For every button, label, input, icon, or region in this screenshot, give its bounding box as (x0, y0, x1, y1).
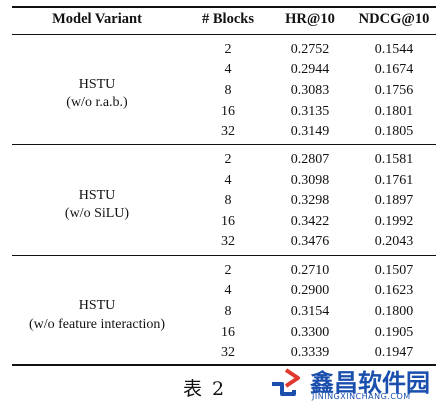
table-cell-hr: 0.2944 (290, 62, 330, 77)
header-hr10: HR@10 (285, 11, 335, 27)
table-caption: 表 2 (183, 378, 227, 400)
table-cell-hr: 0.3098 (290, 173, 330, 188)
table-cell-ndcg: 0.1947 (374, 345, 414, 360)
table-cell-blocks: 16 (221, 214, 235, 229)
table-cell-ndcg: 0.2043 (374, 234, 414, 249)
site-watermark: 鑫昌软件园 JININGXINCHANG.COM (268, 362, 444, 406)
table-cell-hr: 0.3154 (290, 304, 330, 319)
group-1-name-line1: HSTU (78, 77, 116, 92)
table-cell-ndcg: 0.1805 (374, 124, 414, 139)
table-cell-ndcg: 0.1756 (374, 83, 414, 98)
table-cell-blocks: 16 (221, 325, 235, 340)
table-cell-ndcg: 0.1674 (374, 62, 414, 77)
table-cell-hr: 0.2900 (290, 283, 330, 298)
watermark-domain: JININGXINCHANG.COM (312, 392, 411, 401)
header-model-variant: Model Variant (52, 11, 142, 27)
table-cell-blocks: 4 (224, 62, 232, 77)
table-cell-blocks: 8 (224, 304, 232, 319)
watermark-name: 鑫昌软件园 (310, 369, 430, 397)
header-ndcg10: NDCG@10 (358, 11, 430, 27)
table-cell-blocks: 2 (224, 263, 232, 278)
table-cell-blocks: 4 (224, 283, 232, 298)
table-cell-ndcg: 0.1897 (374, 193, 414, 208)
table-cell-ndcg: 0.1623 (374, 283, 414, 298)
table-top-rule (12, 6, 436, 8)
group-3-name-line2: (w/o feature interaction) (28, 317, 166, 332)
group-2-bottom-rule (12, 255, 436, 256)
table-cell-blocks: 2 (224, 152, 232, 167)
table-cell-hr: 0.2807 (290, 152, 330, 167)
table-cell-blocks: 8 (224, 83, 232, 98)
table-cell-hr: 0.2752 (290, 42, 330, 57)
header-blocks: # Blocks (202, 11, 254, 27)
table-cell-ndcg: 0.1992 (374, 214, 414, 229)
table-cell-ndcg: 0.1800 (374, 304, 414, 319)
table-cell-hr: 0.3298 (290, 193, 330, 208)
table-cell-blocks: 16 (221, 104, 235, 119)
group-1-bottom-rule (12, 144, 436, 145)
table-cell-blocks: 32 (221, 345, 235, 360)
group-2-name-line1: HSTU (78, 188, 116, 203)
table-cell-ndcg: 0.1507 (374, 263, 414, 278)
group-3-name-line1: HSTU (78, 298, 116, 313)
table-cell-blocks: 32 (221, 234, 235, 249)
table-cell-hr: 0.3083 (290, 83, 330, 98)
table-bottom-rule (12, 364, 436, 366)
table-cell-hr: 0.3339 (290, 345, 330, 360)
table-cell-blocks: 8 (224, 193, 232, 208)
group-2-name-line2: (w/o SiLU) (64, 206, 130, 221)
table-cell-ndcg: 0.1581 (374, 152, 414, 167)
table-cell-blocks: 32 (221, 124, 235, 139)
table-cell-hr: 0.3135 (290, 104, 330, 119)
table-cell-ndcg: 0.1544 (374, 42, 414, 57)
table-cell-ndcg: 0.1801 (374, 104, 414, 119)
group-1-name-line2: (w/o r.a.b.) (66, 95, 128, 110)
table-cell-hr: 0.3422 (290, 214, 330, 229)
table-cell-hr: 0.3476 (290, 234, 330, 249)
table-cell-hr: 0.3300 (290, 325, 330, 340)
table-cell-hr: 0.3149 (290, 124, 330, 139)
table-cell-ndcg: 0.1905 (374, 325, 414, 340)
header-bottom-rule (12, 34, 436, 35)
table-cell-hr: 0.2710 (290, 263, 330, 278)
table-cell-ndcg: 0.1761 (374, 173, 414, 188)
table-cell-blocks: 2 (224, 42, 232, 57)
table-cell-blocks: 4 (224, 173, 232, 188)
watermark-logo-icon (272, 368, 300, 396)
